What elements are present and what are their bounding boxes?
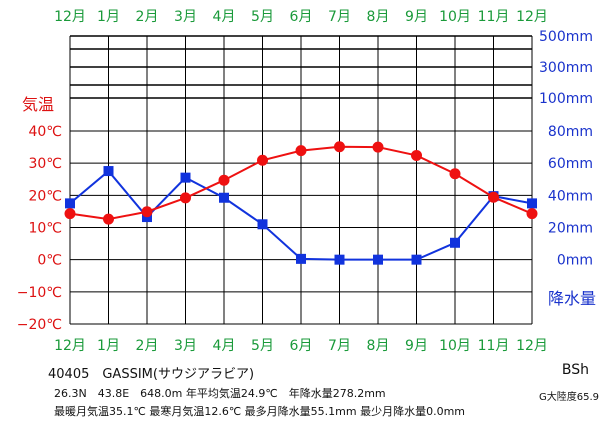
- precipitation-tick: 500mm: [539, 29, 593, 45]
- temperature-point: [218, 174, 230, 186]
- month-label-top: 1月: [97, 9, 120, 25]
- precipitation-point: [103, 166, 114, 177]
- temperature-point: [257, 154, 268, 166]
- grid-lines: [69, 36, 533, 325]
- month-label-bottom: 1月: [97, 338, 120, 354]
- month-label-top: 12月: [516, 9, 548, 25]
- month-label-top: 9月: [405, 9, 428, 25]
- temperature-point: [411, 149, 422, 161]
- month-label-bottom: 9月: [405, 338, 428, 354]
- temperature-point: [334, 141, 345, 153]
- temperature-tick: −10℃: [17, 285, 62, 301]
- temperature-tick: 20℃: [28, 188, 62, 204]
- temperature-point: [372, 141, 384, 153]
- precipitation-point: [411, 254, 422, 265]
- temperature-tick-labels: 40℃ 30℃ 20℃ 10℃ 0℃ −10℃ −20℃: [17, 124, 62, 333]
- month-label-top: 11月: [478, 9, 510, 25]
- temperature-tick: 30℃: [28, 156, 62, 172]
- precipitation-point: [527, 198, 537, 209]
- temperature-axis-title: 気温: [22, 95, 54, 114]
- upper-precip-bands: [70, 35, 532, 99]
- climate-classification: BSh: [561, 362, 589, 378]
- precipitation-tick: 80mm: [548, 124, 593, 140]
- month-label-top: 4月: [213, 9, 236, 25]
- precipitation-point: [257, 219, 268, 230]
- temperature-tick: −20℃: [17, 317, 62, 333]
- precipitation-tick: 0mm: [557, 253, 593, 269]
- month-label-bottom: 4月: [213, 338, 236, 354]
- temperature-series: [64, 141, 538, 225]
- month-label-top: 8月: [367, 9, 390, 25]
- month-label-bottom: 6月: [290, 338, 313, 354]
- month-label-bottom: 12月: [54, 338, 86, 354]
- temperature-point: [526, 208, 538, 220]
- continentality-index: G大陸度65.9: [538, 392, 599, 403]
- month-label-top: 6月: [290, 9, 313, 25]
- month-label-top: 2月: [136, 9, 159, 25]
- month-label-top: 12月: [54, 9, 86, 25]
- month-label-top: 3月: [174, 9, 197, 25]
- month-label-bottom: 2月: [136, 338, 159, 354]
- precipitation-tick: 20mm: [548, 221, 593, 237]
- month-labels-bottom: 12月 1月 2月 3月 4月 5月 6月 7月 8月 9月 10月 11月 12月: [54, 338, 548, 354]
- month-labels-top: 12月 1月 2月 3月 4月 5月 6月 7月 8月 9月 10月 11月 12月: [54, 9, 548, 25]
- month-label-bottom: 5月: [251, 338, 274, 354]
- temperature-point: [180, 192, 191, 204]
- temperature-point: [488, 191, 499, 203]
- precipitation-point: [296, 253, 306, 264]
- precipitation-point: [373, 254, 383, 265]
- precipitation-point: [180, 172, 191, 183]
- precipitation-point: [65, 198, 75, 209]
- month-label-bottom: 3月: [174, 338, 197, 354]
- precipitation-tick: 60mm: [548, 156, 593, 172]
- precipitation-point: [334, 254, 345, 265]
- precipitation-tick-labels: 500mm 300mm 100mm 80mm 60mm 40mm 20mm 0mm: [539, 29, 593, 269]
- month-label-bottom: 11月: [478, 338, 510, 354]
- temperature-point: [449, 168, 461, 180]
- precipitation-tick: 40mm: [548, 188, 593, 204]
- month-label-top: 7月: [328, 9, 351, 25]
- precipitation-tick: 100mm: [539, 91, 593, 107]
- station-info-line-2: 最暖月気温35.1℃ 最寒月気温12.6℃ 最多月降水量55.1mm 最少月降水…: [54, 405, 466, 418]
- station-info-line-1: 26.3N 43.8E 648.0m 年平均気温24.9℃ 年降水量278.2m…: [54, 387, 386, 400]
- precipitation-tick: 300mm: [539, 60, 593, 76]
- precipitation-point: [219, 192, 229, 203]
- month-label-bottom: 7月: [328, 338, 351, 354]
- temperature-tick: 10℃: [28, 221, 62, 237]
- temperature-point: [295, 145, 307, 157]
- temperature-point: [103, 213, 114, 225]
- precipitation-axis-title: 降水量: [548, 289, 596, 308]
- month-label-top: 5月: [251, 9, 274, 25]
- temperature-tick: 40℃: [28, 124, 62, 140]
- temperature-point: [64, 208, 76, 220]
- month-label-bottom: 8月: [367, 338, 390, 354]
- precipitation-point: [450, 237, 460, 248]
- month-label-bottom: 12月: [516, 338, 548, 354]
- temperature-tick: 0℃: [37, 253, 62, 269]
- temperature-point: [141, 206, 153, 218]
- month-label-bottom: 10月: [439, 338, 471, 354]
- month-label-top: 10月: [439, 9, 471, 25]
- station-name: 40405 GASSIM(サウジアラビア): [48, 367, 255, 382]
